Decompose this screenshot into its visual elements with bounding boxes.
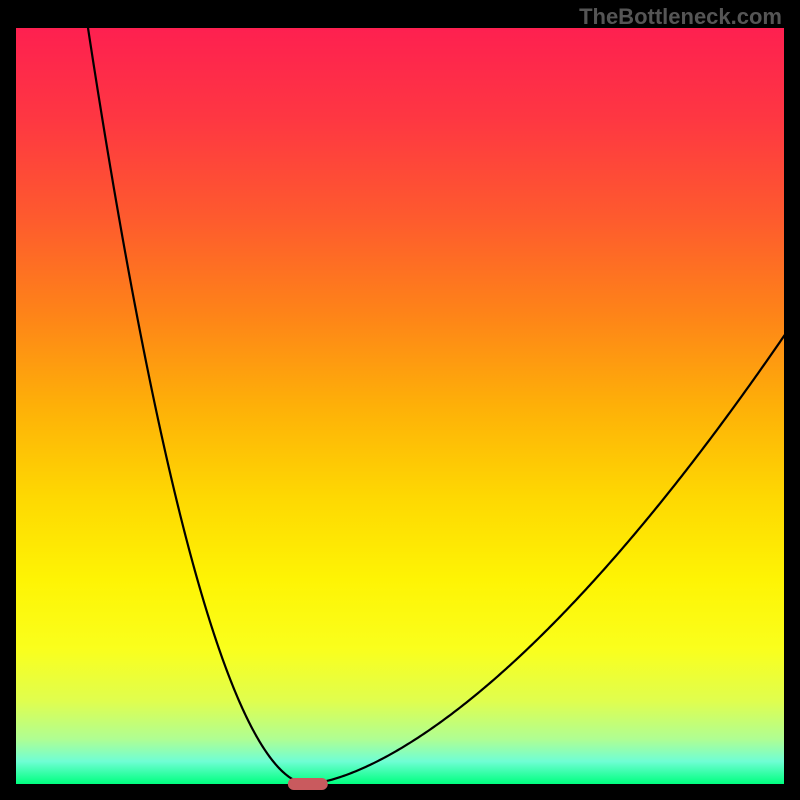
optimum-marker (288, 778, 328, 790)
watermark-text: TheBottleneck.com (579, 4, 782, 30)
gradient-plot-area (16, 28, 784, 784)
chart-stage: TheBottleneck.com (0, 0, 800, 800)
bottleneck-chart-svg (0, 0, 800, 800)
